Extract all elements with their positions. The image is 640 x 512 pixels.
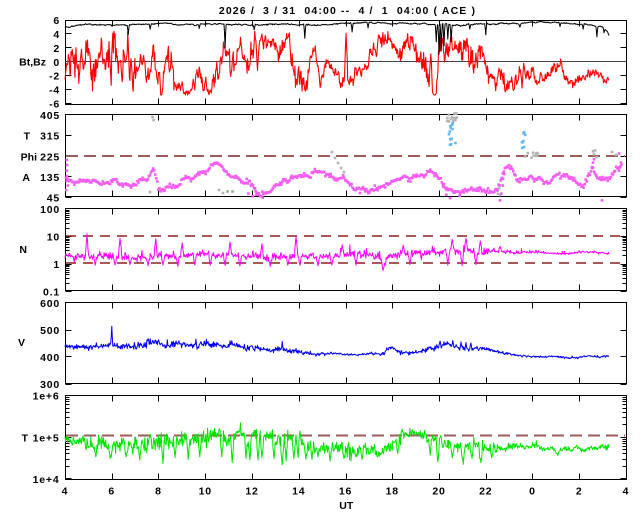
svg-text:-2: -2: [49, 71, 60, 83]
svg-text:22: 22: [479, 485, 492, 497]
svg-text:V: V: [18, 337, 25, 349]
svg-text:20: 20: [432, 485, 445, 497]
svg-text:100: 100: [40, 204, 60, 216]
svg-text:6: 6: [108, 485, 115, 497]
svg-text:14: 14: [292, 485, 305, 497]
svg-text:T: T: [24, 131, 31, 143]
svg-text:4: 4: [53, 29, 60, 41]
svg-text:-6: -6: [49, 99, 60, 111]
svg-text:405: 405: [40, 110, 60, 122]
svg-text:Phi: Phi: [21, 151, 37, 163]
svg-text:4: 4: [623, 485, 630, 497]
svg-text:0.1: 0.1: [43, 287, 60, 299]
svg-text:8: 8: [155, 485, 162, 497]
svg-text:1: 1: [53, 259, 60, 271]
svg-text:1e+4: 1e+4: [33, 474, 60, 486]
svg-text:4: 4: [62, 485, 69, 497]
svg-text:10: 10: [47, 232, 60, 244]
svg-text:45: 45: [47, 193, 60, 205]
svg-text:0: 0: [53, 57, 60, 69]
svg-text:225: 225: [40, 151, 60, 163]
svg-text:300: 300: [40, 379, 60, 391]
svg-text:1e+5: 1e+5: [33, 432, 60, 444]
svg-text:6: 6: [53, 15, 60, 27]
svg-text:1e+6: 1e+6: [33, 391, 60, 403]
svg-text:Bt,Bz: Bt,Bz: [19, 56, 46, 68]
svg-text:12: 12: [245, 485, 258, 497]
svg-text:0: 0: [529, 485, 536, 497]
svg-text:2: 2: [53, 43, 60, 55]
svg-text:A: A: [22, 172, 30, 184]
svg-text:18: 18: [386, 485, 399, 497]
svg-text:N: N: [19, 244, 27, 256]
svg-text:400: 400: [40, 352, 60, 364]
svg-text:10: 10: [199, 485, 212, 497]
svg-text:2026 / 3 / 31 04:00 -- 4 /: 2026 / 3 / 31 04:00 -- 4 / 1 04:00 ( ACE…: [219, 5, 476, 17]
svg-text:600: 600: [40, 298, 60, 310]
svg-text:135: 135: [40, 172, 60, 184]
svg-text:315: 315: [40, 131, 60, 143]
svg-text:500: 500: [40, 325, 60, 337]
svg-text:-4: -4: [49, 85, 60, 97]
svg-text:16: 16: [339, 485, 352, 497]
svg-text:T: T: [22, 432, 29, 444]
svg-text:2: 2: [576, 485, 583, 497]
svg-text:UT: UT: [339, 500, 354, 512]
